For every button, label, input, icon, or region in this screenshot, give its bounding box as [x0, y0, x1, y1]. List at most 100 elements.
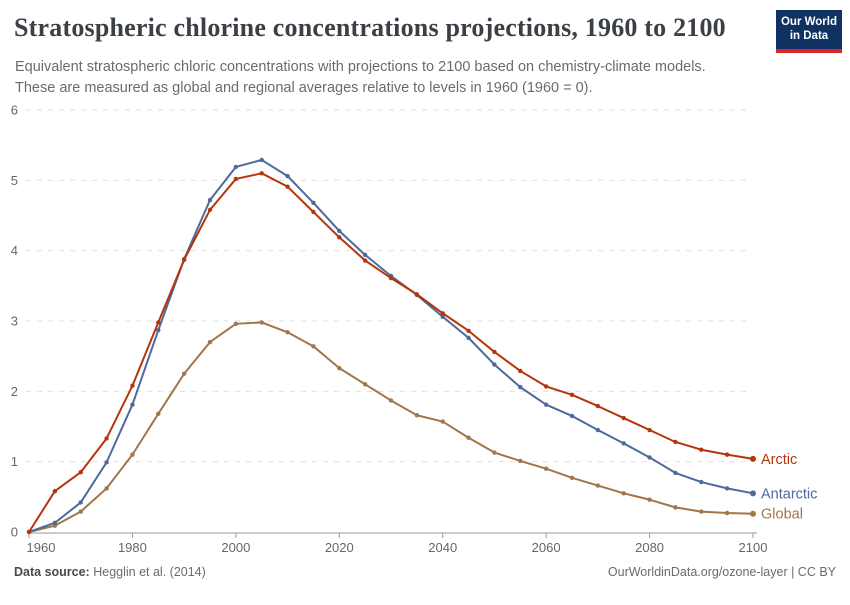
- end-point-global: [750, 510, 756, 517]
- data-point-global: [543, 466, 549, 471]
- data-point-global: [78, 509, 83, 514]
- y-axis-tick-label: 5: [11, 173, 18, 188]
- x-axis-tick-label: 1960: [27, 540, 56, 555]
- y-axis-tick-label: 4: [11, 243, 18, 258]
- page-title: Stratospheric chlorine concentrations pr…: [14, 13, 726, 42]
- data-point-arctic: [492, 349, 497, 355]
- end-point-antarctic: [750, 490, 756, 497]
- data-point-antarctic: [52, 520, 58, 526]
- data-point-antarctic: [466, 335, 471, 341]
- data-point-antarctic: [595, 427, 601, 433]
- series-line-antarctic: [28, 158, 754, 533]
- data-point-global: [130, 452, 135, 457]
- data-point-arctic: [285, 184, 290, 189]
- data-point-antarctic: [233, 164, 239, 170]
- data-point-antarctic: [337, 228, 342, 234]
- x-axis-tick-label: 2060: [532, 540, 561, 555]
- data-point-antarctic: [130, 402, 135, 407]
- data-point-antarctic: [259, 157, 264, 163]
- data-point-antarctic: [699, 479, 704, 485]
- owid-logo-line2: in Data: [789, 29, 829, 42]
- y-axis-tick-label: 0: [11, 525, 18, 540]
- data-point-antarctic: [492, 362, 497, 367]
- data-source-value: Hegglin et al. (2014): [93, 565, 206, 579]
- owid-credit-link[interactable]: OurWorldinData.org/ozone-layer | CC BY: [607, 565, 836, 579]
- subtitle-line-1: Equivalent stratospheric chloric concent…: [15, 59, 706, 75]
- end-point-arctic: [750, 455, 756, 462]
- data-point-antarctic: [362, 252, 368, 258]
- data-point-global: [518, 458, 523, 464]
- data-point-antarctic: [621, 441, 626, 446]
- data-point-arctic: [233, 176, 239, 182]
- data-point-arctic: [543, 384, 549, 389]
- data-point-arctic: [337, 235, 342, 240]
- data-point-arctic: [466, 328, 471, 334]
- data-point-arctic: [414, 292, 420, 297]
- data-point-arctic: [181, 257, 187, 263]
- data-point-global: [673, 505, 678, 510]
- data-point-global: [311, 344, 316, 349]
- owid-logo: Our World in Data: [776, 10, 842, 53]
- data-point-global: [362, 382, 368, 387]
- data-point-arctic: [724, 452, 730, 457]
- data-point-global: [207, 339, 213, 345]
- data-point-global: [388, 398, 394, 403]
- data-point-global: [414, 413, 420, 418]
- data-point-global: [104, 486, 109, 491]
- data-point-arctic: [673, 439, 678, 445]
- data-point-arctic: [78, 470, 83, 475]
- data-point-antarctic: [311, 200, 316, 206]
- data-point-antarctic: [569, 413, 575, 419]
- owid-logo-line1: Our World: [780, 15, 837, 28]
- series-label-antarctic: Antarctic: [761, 486, 817, 502]
- x-axis-tick-label: 2080: [635, 540, 664, 555]
- data-point-arctic: [595, 403, 601, 409]
- data-point-global: [466, 435, 471, 440]
- data-point-arctic: [647, 427, 652, 433]
- data-point-global: [621, 491, 626, 496]
- data-point-global: [647, 497, 652, 502]
- data-point-global: [724, 510, 730, 516]
- data-point-antarctic: [673, 470, 678, 476]
- data-point-arctic: [156, 320, 161, 325]
- data-point-antarctic: [440, 314, 445, 319]
- data-source-label: Data source:: [14, 565, 90, 579]
- data-point-antarctic: [724, 486, 730, 491]
- data-point-global: [285, 330, 290, 335]
- data-point-global: [492, 450, 497, 455]
- x-axis-tick-label: 2000: [221, 540, 250, 555]
- data-point-global: [233, 321, 239, 327]
- series-label-arctic: Arctic: [761, 452, 797, 468]
- data-point-antarctic: [543, 402, 549, 407]
- chart-footer: Data source: Hegglin et al. (2014) OurWo…: [14, 565, 836, 579]
- series-line-arctic: [28, 172, 754, 533]
- x-axis-tick-label: 1980: [118, 540, 147, 555]
- chart-subtitle: Equivalent stratospheric chloric concent…: [15, 57, 775, 98]
- data-point-arctic: [26, 529, 32, 535]
- data-point-global: [156, 411, 161, 417]
- y-axis-tick-label: 1: [11, 454, 18, 469]
- subtitle-line-2: These are measured as global and regiona…: [15, 79, 593, 96]
- x-axis-tick-label: 2020: [325, 540, 354, 555]
- series-label-global: Global: [761, 507, 803, 523]
- data-point-arctic: [440, 311, 445, 316]
- data-point-arctic: [569, 392, 575, 398]
- x-axis-tick-label: 2100: [739, 540, 768, 555]
- data-point-global: [181, 371, 187, 376]
- data-point-arctic: [621, 415, 626, 421]
- data-point-arctic: [259, 171, 264, 176]
- data-point-antarctic: [156, 327, 161, 333]
- data-point-global: [699, 509, 704, 514]
- data-point-arctic: [362, 258, 368, 263]
- data-point-arctic: [518, 368, 523, 374]
- data-point-arctic: [699, 447, 704, 452]
- data-point-antarctic: [518, 384, 523, 390]
- data-point-antarctic: [78, 500, 83, 505]
- y-axis-tick-label: 3: [11, 314, 18, 329]
- data-point-global: [259, 320, 264, 325]
- data-point-antarctic: [104, 460, 109, 465]
- data-point-global: [337, 365, 342, 371]
- data-point-arctic: [130, 383, 135, 388]
